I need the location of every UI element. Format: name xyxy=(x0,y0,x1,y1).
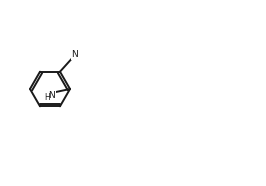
Text: H: H xyxy=(45,93,50,102)
Text: N: N xyxy=(72,50,78,59)
Text: N: N xyxy=(49,91,55,100)
